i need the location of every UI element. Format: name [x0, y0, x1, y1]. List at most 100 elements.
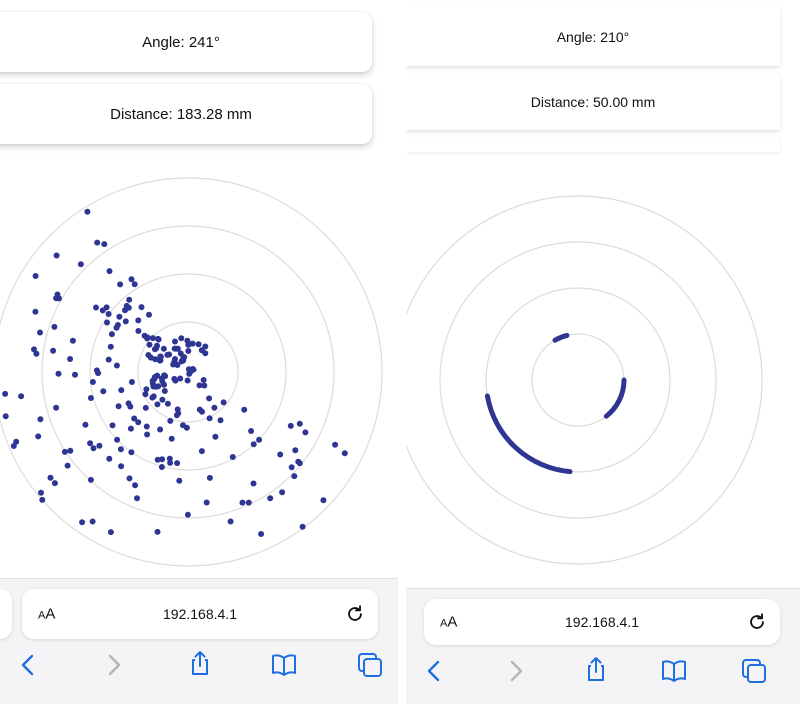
- scan-point: [159, 396, 166, 403]
- scan-point: [201, 382, 208, 389]
- scan-point: [146, 341, 153, 348]
- radar-ring: [0, 177, 383, 567]
- browser-toolbar: AAAA 192.168.4.1: [0, 578, 398, 704]
- scan-point: [206, 395, 213, 402]
- angle-card: Angle: 210°: [406, 8, 780, 66]
- scan-point: [37, 329, 43, 336]
- scan-point: [31, 346, 37, 353]
- scan-point: [164, 351, 171, 358]
- scan-point: [172, 356, 178, 362]
- scan-point: [248, 428, 255, 434]
- scan-point: [167, 459, 174, 466]
- share-icon[interactable]: [186, 649, 214, 677]
- share-icon[interactable]: [582, 655, 610, 683]
- scan-point: [164, 400, 171, 407]
- distance-label: Distance: 50.00 mm: [530, 94, 656, 110]
- scan-point: [134, 495, 140, 502]
- address-bar[interactable]: AAAA 192.168.4.1: [22, 589, 378, 639]
- radar-ring: [439, 241, 717, 519]
- text-size-button[interactable]: AA: [440, 613, 458, 631]
- bookmarks-icon[interactable]: [270, 651, 298, 679]
- scan-point: [183, 424, 190, 431]
- scan-point: [106, 268, 113, 275]
- scan-point: [154, 528, 161, 535]
- scan-point: [2, 390, 9, 397]
- scan-point: [187, 368, 194, 375]
- scan-point: [79, 519, 86, 526]
- scan-point: [142, 391, 149, 398]
- scan-point: [288, 464, 295, 471]
- right-screen: Angle: 210° Distance: 50.00 mm AA 192.16…: [406, 0, 800, 704]
- scan-point: [101, 241, 108, 248]
- forward-chevron-icon: [502, 657, 530, 685]
- scan-point: [177, 375, 184, 382]
- previous-tab-edge[interactable]: [0, 589, 12, 639]
- scan-points: [2, 208, 348, 537]
- scan-point: [332, 441, 339, 448]
- scan-point: [117, 281, 124, 288]
- scan-point: [32, 308, 39, 315]
- browser-toolbar: AA 192.168.4.1: [406, 588, 800, 704]
- scan-point: [158, 464, 165, 470]
- reload-icon[interactable]: [746, 611, 768, 633]
- scan-point: [267, 495, 274, 502]
- scan-point: [95, 370, 102, 377]
- scan-point: [172, 338, 178, 345]
- scan-point: [292, 447, 299, 454]
- scan-point: [89, 518, 96, 525]
- address-bar[interactable]: AA 192.168.4.1: [424, 599, 780, 645]
- scan-point: [55, 370, 62, 377]
- scan-point: [51, 323, 58, 330]
- bookmarks-icon[interactable]: [660, 657, 688, 685]
- scan-point: [128, 276, 135, 283]
- scan-point: [239, 499, 246, 506]
- scan-point: [142, 404, 149, 411]
- scan-point: [206, 415, 213, 422]
- scan-point: [172, 377, 179, 384]
- scan-point: [113, 362, 120, 369]
- scan-point: [18, 393, 25, 400]
- scan-point: [38, 489, 44, 496]
- scan-point: [53, 252, 60, 259]
- scan-point: [108, 331, 115, 338]
- scan-point: [67, 356, 74, 362]
- scan-point: [47, 474, 54, 481]
- scan-point: [126, 296, 133, 303]
- scan-point: [2, 413, 9, 420]
- back-chevron-icon[interactable]: [14, 651, 42, 679]
- scan-point: [174, 406, 181, 413]
- scan-point: [206, 474, 213, 481]
- reload-icon[interactable]: [344, 603, 366, 625]
- scan-point: [149, 335, 156, 342]
- scan-point: [35, 433, 42, 440]
- scan-point: [56, 295, 62, 302]
- scan-point: [50, 347, 57, 354]
- scan-point: [39, 496, 46, 503]
- empty-card: [406, 138, 780, 152]
- scan-point: [200, 377, 207, 383]
- scan-point: [105, 311, 112, 317]
- tabs-icon[interactable]: [356, 651, 384, 679]
- screen-divider: [398, 0, 406, 704]
- tabs-icon[interactable]: [740, 657, 768, 685]
- scan-point: [220, 399, 227, 406]
- scan-point: [114, 436, 121, 443]
- radar-plot: [0, 177, 383, 567]
- scan-point: [277, 451, 284, 458]
- scan-point: [67, 447, 74, 454]
- scan-point: [125, 304, 132, 311]
- scan-point: [146, 311, 152, 318]
- scan-point: [96, 442, 103, 449]
- scan-point: [198, 347, 205, 354]
- scan-point: [195, 341, 202, 348]
- scan-point: [87, 440, 94, 447]
- scan-point: [128, 379, 135, 385]
- scan-point: [287, 422, 294, 429]
- text-size-button[interactable]: AAAA: [38, 605, 56, 623]
- scan-point: [61, 448, 68, 455]
- scan-point: [302, 429, 309, 436]
- scan-point: [167, 417, 174, 424]
- scan-point: [241, 406, 248, 413]
- back-chevron-icon[interactable]: [420, 657, 448, 685]
- scan-point: [131, 415, 138, 422]
